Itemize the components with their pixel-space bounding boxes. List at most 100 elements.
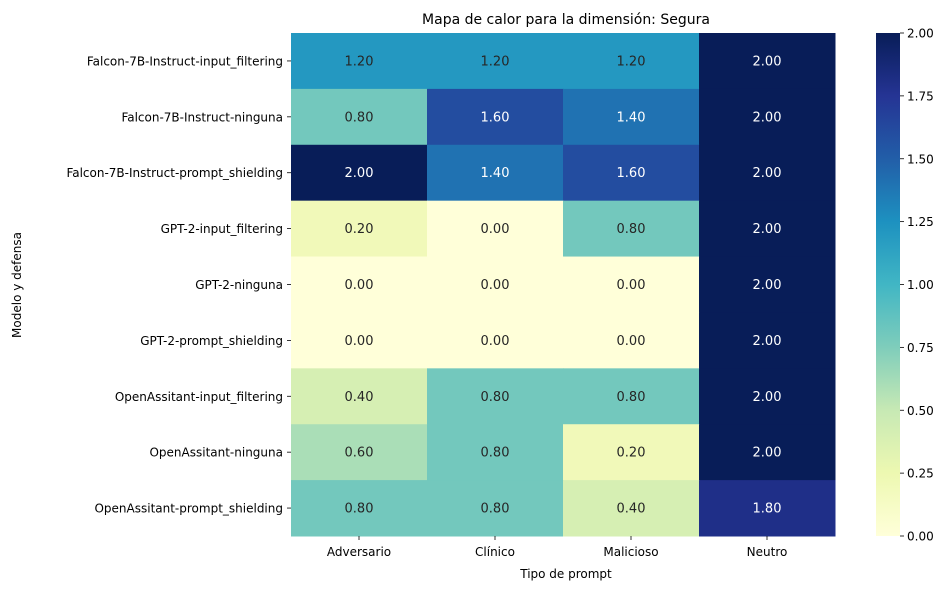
colorbar-ticks: 0.00 0.25 0.50 0.75 1.00 1.25 1.50 1.75 2.00 bbox=[900, 27, 934, 544]
heatmap-cell bbox=[563, 256, 700, 313]
heatmap-cell bbox=[699, 312, 836, 369]
y-tick-label: GPT-2-prompt_shielding bbox=[140, 334, 283, 348]
x-tick-label: Adversario bbox=[327, 545, 391, 559]
heatmap-cell bbox=[291, 88, 428, 146]
x-axis-label: Tipo de prompt bbox=[519, 567, 612, 581]
cell-value-label: 1.20 bbox=[345, 54, 374, 69]
heatmap-cell bbox=[427, 424, 564, 481]
heatmap-cell bbox=[291, 368, 428, 425]
heatmap-cell bbox=[563, 144, 700, 202]
colorbar-tick-label: 0.75 bbox=[907, 341, 934, 355]
cell-value-label: 2.00 bbox=[753, 446, 782, 461]
y-tick-label: Falcon-7B-Instruct-input_filtering bbox=[87, 54, 283, 68]
cell-value-label: 2.00 bbox=[753, 110, 782, 125]
heatmap-cell bbox=[699, 480, 836, 537]
heatmap-cell bbox=[291, 424, 428, 481]
heatmap-cell bbox=[427, 33, 564, 90]
colorbar: 0.00 0.25 0.50 0.75 1.00 1.25 1.50 1.75 2.00 bbox=[876, 27, 934, 544]
heatmap-cell bbox=[563, 424, 700, 481]
heatmap-cell-labels: 1.20 1.20 1.20 2.00 0.80 1.60 1.40 2.00 2.00 1.40… bbox=[345, 54, 782, 516]
cell-value-label: 0.80 bbox=[481, 502, 510, 517]
heatmap-cell bbox=[699, 88, 836, 146]
x-tick-label: Clínico bbox=[475, 545, 515, 559]
heatmap-cell bbox=[563, 200, 700, 258]
heatmap-cell bbox=[427, 480, 564, 537]
colorbar-tick-label: 1.50 bbox=[907, 152, 934, 166]
heatmap-cell bbox=[291, 312, 428, 369]
heatmap-cell bbox=[563, 312, 700, 369]
y-tick-label: GPT-2-ninguna bbox=[195, 278, 283, 292]
y-axis-label: Modelo y defensa bbox=[10, 232, 24, 338]
heatmap-cell bbox=[563, 480, 700, 537]
colorbar-tick-label: 0.25 bbox=[907, 467, 934, 481]
heatmap-cell bbox=[427, 368, 564, 425]
heatmap-cell bbox=[699, 144, 836, 202]
cell-value-label: 1.60 bbox=[481, 110, 510, 125]
cell-value-label: 0.00 bbox=[481, 334, 510, 349]
cell-value-label: 1.40 bbox=[481, 166, 510, 181]
cell-value-label: 2.00 bbox=[753, 390, 782, 405]
cell-value-label: 2.00 bbox=[753, 222, 782, 237]
heatmap-cell bbox=[699, 256, 836, 313]
heatmap-cell bbox=[699, 33, 836, 90]
cell-value-label: 0.20 bbox=[617, 446, 646, 461]
colorbar-tick-label: 0.00 bbox=[907, 530, 934, 544]
cell-value-label: 0.00 bbox=[617, 334, 646, 349]
cell-value-label: 1.80 bbox=[753, 502, 782, 517]
heatmap-cell bbox=[427, 256, 564, 313]
heatmap-cell bbox=[699, 368, 836, 425]
cell-value-label: 0.00 bbox=[617, 278, 646, 293]
y-tick-label: GPT-2-input_filtering bbox=[161, 222, 283, 236]
cell-value-label: 0.00 bbox=[481, 278, 510, 293]
heatmap-cell bbox=[563, 33, 700, 90]
cell-value-label: 1.20 bbox=[617, 54, 646, 69]
heatmap-cell bbox=[563, 368, 700, 425]
cell-value-label: 0.80 bbox=[345, 110, 374, 125]
colorbar-gradient bbox=[876, 33, 900, 536]
heatmap-cell bbox=[291, 480, 428, 537]
chart-title: Mapa de calor para la dimensión: Segura bbox=[422, 12, 710, 28]
cell-value-label: 0.00 bbox=[481, 222, 510, 237]
x-axis-ticks: Adversario Clínico Malicioso Neutro bbox=[327, 536, 787, 559]
cell-value-label: 2.00 bbox=[345, 166, 374, 181]
heatmap-cell bbox=[699, 424, 836, 481]
heatmap-cell bbox=[291, 33, 428, 90]
cell-value-label: 0.40 bbox=[617, 502, 646, 517]
heatmap-cells bbox=[291, 33, 836, 537]
heatmap-cell bbox=[291, 200, 428, 258]
heatmap-cell bbox=[563, 88, 700, 146]
cell-value-label: 2.00 bbox=[753, 54, 782, 69]
colorbar-tick-label: 1.00 bbox=[907, 278, 934, 292]
y-tick-label: OpenAssitant-prompt_shielding bbox=[94, 502, 283, 516]
cell-value-label: 1.60 bbox=[617, 166, 646, 181]
y-tick-label: Falcon-7B-Instruct-ninguna bbox=[121, 110, 283, 124]
colorbar-tick-label: 1.75 bbox=[907, 89, 934, 103]
x-tick-label: Malicioso bbox=[603, 545, 658, 559]
cell-value-label: 1.40 bbox=[617, 110, 646, 125]
cell-value-label: 0.00 bbox=[345, 334, 374, 349]
cell-value-label: 0.80 bbox=[345, 502, 374, 517]
heatmap-cell bbox=[699, 200, 836, 258]
colorbar-tick-label: 1.25 bbox=[907, 215, 934, 229]
cell-value-label: 0.60 bbox=[345, 446, 374, 461]
heatmap-cell bbox=[427, 144, 564, 202]
x-tick-label: Neutro bbox=[747, 545, 788, 559]
cell-value-label: 1.20 bbox=[481, 54, 510, 69]
cell-value-label: 0.80 bbox=[481, 390, 510, 405]
cell-value-label: 2.00 bbox=[753, 334, 782, 349]
cell-value-label: 0.80 bbox=[617, 390, 646, 405]
cell-value-label: 0.80 bbox=[617, 222, 646, 237]
cell-value-label: 0.00 bbox=[345, 278, 374, 293]
heatmap-cell bbox=[427, 88, 564, 146]
cell-value-label: 0.20 bbox=[345, 222, 374, 237]
heatmap-cell bbox=[427, 200, 564, 258]
cell-value-label: 2.00 bbox=[753, 166, 782, 181]
heatmap-cell bbox=[291, 256, 428, 313]
colorbar-tick-label: 2.00 bbox=[907, 27, 934, 41]
y-tick-label: Falcon-7B-Instruct-prompt_shielding bbox=[66, 166, 283, 180]
heatmap-cell bbox=[427, 312, 564, 369]
colorbar-tick-label: 0.50 bbox=[907, 404, 934, 418]
y-tick-label: OpenAssitant-ninguna bbox=[149, 446, 283, 460]
y-tick-label: OpenAssitant-input_filtering bbox=[115, 390, 283, 404]
